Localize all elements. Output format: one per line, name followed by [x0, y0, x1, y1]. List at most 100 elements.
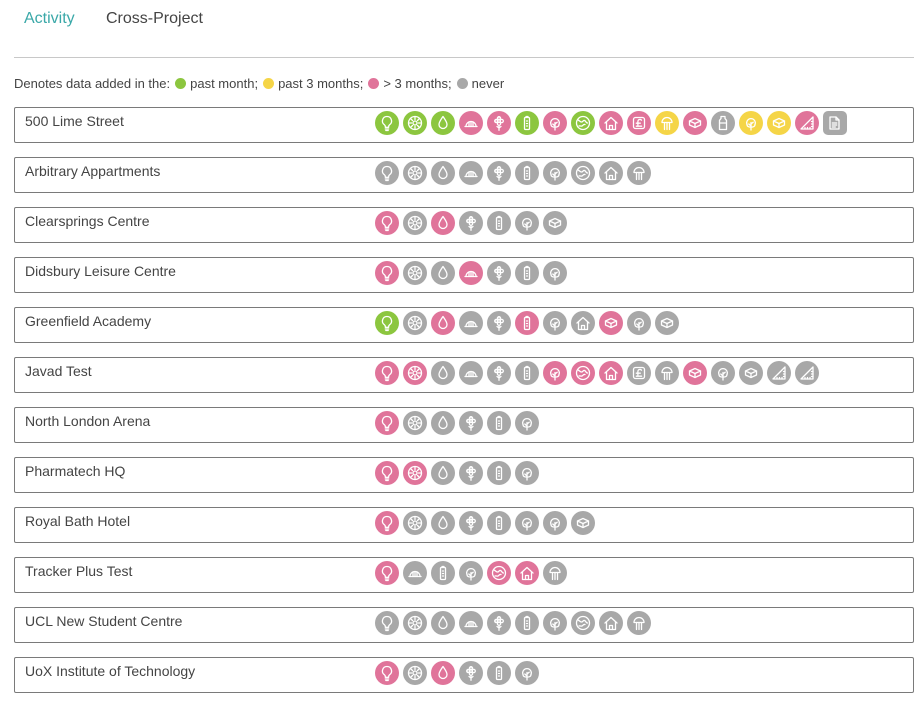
drop-icon[interactable]	[431, 211, 455, 235]
flower-icon[interactable]	[459, 461, 483, 485]
bulb-icon[interactable]	[375, 161, 399, 185]
tree-icon[interactable]	[515, 411, 539, 435]
tree-icon[interactable]	[739, 111, 763, 135]
bulb-icon[interactable]	[375, 461, 399, 485]
tree-icon[interactable]	[543, 361, 567, 385]
hardhat-icon[interactable]	[459, 111, 483, 135]
sponge-icon[interactable]	[599, 311, 623, 335]
jellyfish-icon[interactable]	[655, 111, 679, 135]
bulb-icon[interactable]	[375, 561, 399, 585]
house-icon[interactable]	[599, 611, 623, 635]
drop-icon[interactable]	[431, 661, 455, 685]
project-name[interactable]: Javad Test	[25, 363, 92, 379]
tree-icon[interactable]	[543, 511, 567, 535]
sponge-icon[interactable]	[571, 511, 595, 535]
flower-icon[interactable]	[487, 261, 511, 285]
bulb-icon[interactable]	[375, 611, 399, 635]
drop-icon[interactable]	[431, 411, 455, 435]
ruler-icon[interactable]	[767, 361, 791, 385]
hardhat-icon[interactable]	[459, 611, 483, 635]
flower-icon[interactable]	[459, 661, 483, 685]
jellyfish-icon[interactable]	[627, 611, 651, 635]
bottle-icon[interactable]	[711, 111, 735, 135]
gear-icon[interactable]	[403, 661, 427, 685]
sponge-icon[interactable]	[739, 361, 763, 385]
hardhat-icon[interactable]	[459, 311, 483, 335]
jellyfish-icon[interactable]	[543, 561, 567, 585]
flower-icon[interactable]	[459, 411, 483, 435]
tree-icon[interactable]	[711, 361, 735, 385]
pound-icon[interactable]	[627, 111, 651, 135]
gear-icon[interactable]	[403, 111, 427, 135]
jellyfish-icon[interactable]	[655, 361, 679, 385]
bulb-icon[interactable]	[375, 661, 399, 685]
drop-icon[interactable]	[431, 461, 455, 485]
battery-icon[interactable]	[515, 111, 539, 135]
hardhat-icon[interactable]	[403, 561, 427, 585]
bulb-icon[interactable]	[375, 261, 399, 285]
jellyfish-icon[interactable]	[627, 161, 651, 185]
hardhat-icon[interactable]	[459, 261, 483, 285]
battery-icon[interactable]	[487, 461, 511, 485]
flower-icon[interactable]	[459, 511, 483, 535]
flower-icon[interactable]	[487, 161, 511, 185]
hardhat-icon[interactable]	[459, 361, 483, 385]
globe-icon[interactable]	[571, 361, 595, 385]
globe-icon[interactable]	[571, 611, 595, 635]
sponge-icon[interactable]	[543, 211, 567, 235]
gear-icon[interactable]	[403, 611, 427, 635]
ruler-icon[interactable]	[795, 111, 819, 135]
tree-icon[interactable]	[515, 461, 539, 485]
tree-icon[interactable]	[515, 211, 539, 235]
gear-icon[interactable]	[403, 361, 427, 385]
flower-icon[interactable]	[487, 611, 511, 635]
hardhat-icon[interactable]	[459, 161, 483, 185]
sponge-icon[interactable]	[683, 111, 707, 135]
project-name[interactable]: 500 Lime Street	[25, 113, 124, 129]
house-icon[interactable]	[599, 111, 623, 135]
bulb-icon[interactable]	[375, 311, 399, 335]
project-name[interactable]: Greenfield Academy	[25, 313, 152, 329]
bulb-icon[interactable]	[375, 411, 399, 435]
battery-icon[interactable]	[515, 361, 539, 385]
drop-icon[interactable]	[431, 611, 455, 635]
battery-icon[interactable]	[515, 261, 539, 285]
flower-icon[interactable]	[487, 311, 511, 335]
project-name[interactable]: North London Arena	[25, 413, 151, 429]
globe-icon[interactable]	[571, 161, 595, 185]
tree-icon[interactable]	[543, 161, 567, 185]
pound-icon[interactable]	[627, 361, 651, 385]
battery-icon[interactable]	[431, 561, 455, 585]
house-icon[interactable]	[599, 161, 623, 185]
flower-icon[interactable]	[459, 211, 483, 235]
globe-icon[interactable]	[571, 111, 595, 135]
project-name[interactable]: UoX Institute of Technology	[25, 663, 196, 679]
globe-icon[interactable]	[487, 561, 511, 585]
battery-icon[interactable]	[515, 611, 539, 635]
bulb-icon[interactable]	[375, 111, 399, 135]
battery-icon[interactable]	[487, 511, 511, 535]
tree-icon[interactable]	[543, 311, 567, 335]
flower-icon[interactable]	[487, 111, 511, 135]
project-name[interactable]: Clearsprings Centre	[25, 213, 150, 229]
battery-icon[interactable]	[515, 311, 539, 335]
project-name[interactable]: Didsbury Leisure Centre	[25, 263, 176, 279]
gear-icon[interactable]	[403, 461, 427, 485]
sponge-icon[interactable]	[767, 111, 791, 135]
gear-icon[interactable]	[403, 311, 427, 335]
tree-icon[interactable]	[515, 511, 539, 535]
project-name[interactable]: Tracker Plus Test	[25, 563, 133, 579]
tree-icon[interactable]	[543, 611, 567, 635]
drop-icon[interactable]	[431, 311, 455, 335]
project-name[interactable]: UCL New Student Centre	[25, 613, 183, 629]
flower-icon[interactable]	[487, 361, 511, 385]
tab-activity[interactable]: Activity	[24, 10, 75, 27]
project-name[interactable]: Pharmatech HQ	[25, 463, 126, 479]
tree-icon[interactable]	[543, 261, 567, 285]
drop-icon[interactable]	[431, 511, 455, 535]
sponge-icon[interactable]	[683, 361, 707, 385]
battery-icon[interactable]	[487, 661, 511, 685]
document-icon[interactable]	[823, 111, 847, 135]
bulb-icon[interactable]	[375, 361, 399, 385]
gear-icon[interactable]	[403, 511, 427, 535]
